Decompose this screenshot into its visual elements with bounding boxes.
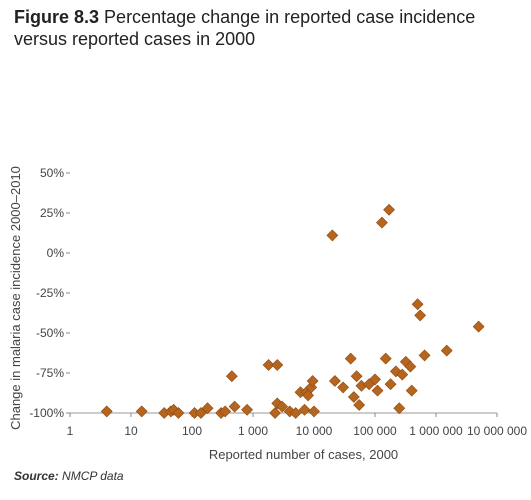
data-point [262, 359, 275, 371]
data-point [411, 298, 424, 311]
x-tick-label: 100 [182, 424, 202, 438]
data-point [353, 399, 366, 411]
data-point [384, 378, 397, 391]
data-point [289, 407, 302, 419]
data-point [219, 405, 232, 418]
data-point [369, 373, 381, 386]
data-point [172, 407, 185, 419]
data-point [405, 384, 418, 397]
data-point [201, 402, 214, 415]
data-point [347, 391, 360, 403]
data-point [298, 403, 311, 416]
data-point [371, 384, 384, 397]
data-point [344, 352, 357, 365]
data-point [306, 375, 319, 387]
figure-title-text: Percentage change in reported case incid… [14, 7, 476, 49]
data-point [271, 359, 284, 371]
data-point [396, 368, 409, 381]
x-tick-label: 1 000 [238, 424, 268, 438]
data-point [472, 320, 485, 333]
y-axis: 50% 25% 0% -25% -50% -75% -100% [29, 166, 70, 420]
source-label: Source: [14, 469, 59, 483]
data-point [418, 349, 431, 362]
x-tick-label: 1 [67, 424, 74, 438]
data-point [393, 402, 406, 415]
data-point [350, 370, 363, 383]
y-tick-label: -100% [29, 406, 64, 420]
source-text: NMCP data [62, 469, 124, 483]
data-point [379, 352, 392, 365]
data-point [440, 344, 453, 357]
data-point [326, 229, 339, 242]
data-points [100, 203, 485, 419]
data-point [228, 400, 241, 413]
y-tick-label: -75% [36, 366, 64, 380]
x-tick-label: 10 [124, 424, 138, 438]
y-tick-label: -25% [36, 286, 64, 300]
source-note: Source: NMCP data [14, 469, 124, 483]
data-point [135, 405, 148, 418]
data-point [376, 216, 388, 229]
data-point [225, 370, 238, 383]
data-point [414, 309, 427, 322]
data-point [269, 407, 281, 419]
data-point [308, 405, 320, 418]
figure-title: Figure 8.3 Percentage change in reported… [14, 6, 519, 50]
data-point [100, 405, 113, 418]
data-point [241, 403, 254, 416]
y-tick-label: 0% [47, 246, 65, 260]
x-tick-label: 1 000 000 [409, 424, 463, 438]
x-tick-label: 10 000 000 [467, 424, 527, 438]
y-tick-label: 50% [40, 166, 64, 180]
x-tick-label: 100 000 [353, 424, 397, 438]
y-tick-label: 25% [40, 206, 64, 220]
data-point [276, 400, 289, 413]
data-point [404, 360, 417, 373]
data-point [383, 203, 395, 216]
y-tick-label: -50% [36, 326, 64, 340]
figure-label: Figure 8.3 [14, 7, 100, 27]
data-point [328, 375, 341, 387]
data-point [337, 381, 350, 394]
x-axis-label: Reported number of cases, 2000 [209, 447, 398, 462]
x-tick-label: 10 000 [296, 424, 333, 438]
y-axis-label: Change in malaria case incidence 2000–20… [8, 166, 23, 430]
data-point [194, 407, 207, 419]
